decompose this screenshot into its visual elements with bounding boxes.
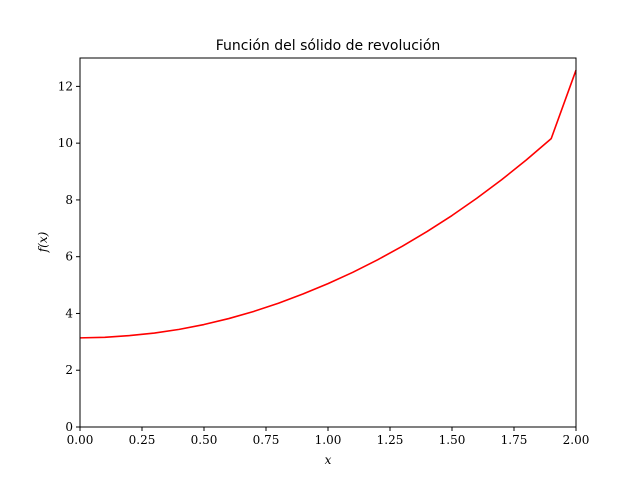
x-tick-label: 2.00 xyxy=(563,433,590,447)
y-axis-label: f(x) xyxy=(36,231,50,253)
y-tick-label: 0 xyxy=(65,420,73,434)
y-tick-label: 2 xyxy=(65,363,73,377)
x-tick-label: 1.25 xyxy=(377,433,404,447)
y-tick-label: 4 xyxy=(65,306,73,320)
plot-frame xyxy=(79,57,577,428)
y-tick-label: 10 xyxy=(58,136,73,150)
x-tick-label: 0.75 xyxy=(253,433,280,447)
x-tick-label: 1.75 xyxy=(501,433,528,447)
x-tick-label: 0.25 xyxy=(129,433,156,447)
x-tick-label: 1.50 xyxy=(439,433,466,447)
series-line xyxy=(79,69,577,339)
x-tick-label: 0.50 xyxy=(191,433,218,447)
x-tick-label: 0.00 xyxy=(67,433,94,447)
x-axis-label: x xyxy=(325,453,332,467)
y-tick-label: 6 xyxy=(65,250,73,264)
x-tick-label: 1.00 xyxy=(315,433,342,447)
chart-title: Función del sólido de revolución xyxy=(216,38,441,54)
y-tick-label: 12 xyxy=(58,79,73,93)
y-tick-label: 8 xyxy=(65,193,73,207)
